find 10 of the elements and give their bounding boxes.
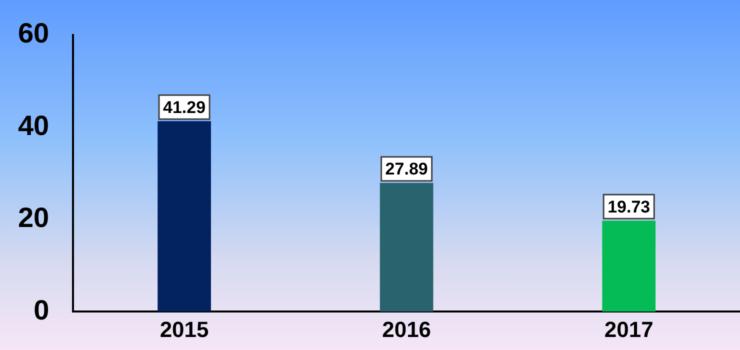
x-tick-label: 2016 <box>382 316 432 342</box>
data-label: 27.89 <box>385 160 428 179</box>
data-label: 41.29 <box>163 98 206 117</box>
y-tick-label: 20 <box>18 202 50 234</box>
y-tick-label: 40 <box>18 110 50 141</box>
x-tick-label: 2017 <box>604 316 654 342</box>
y-tick-label: 60 <box>18 18 50 49</box>
y-tick-label: 0 <box>34 294 50 326</box>
data-label: 19.73 <box>608 197 650 216</box>
x-tick-label: 2015 <box>160 316 209 342</box>
